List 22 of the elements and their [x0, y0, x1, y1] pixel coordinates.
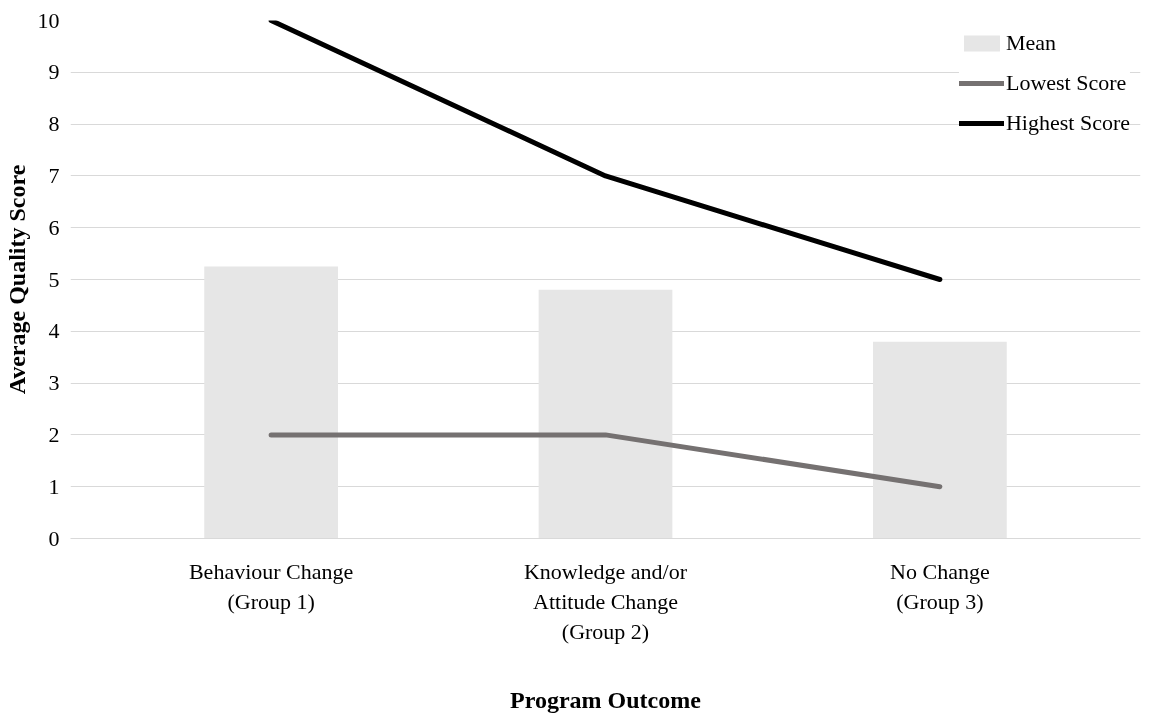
- x-axis-title: Program Outcome: [510, 686, 702, 713]
- y-tick-label: 10: [37, 7, 60, 33]
- y-tick-label: 7: [48, 162, 60, 188]
- bar: [204, 266, 338, 539]
- y-tick-label: 1: [48, 473, 60, 499]
- y-tick-label: 2: [48, 421, 60, 447]
- y-tick-label: 3: [48, 370, 60, 396]
- y-tick-label: 9: [48, 59, 60, 85]
- y-axis-title: Average Quality Score: [3, 164, 30, 395]
- y-tick-label: 0: [48, 525, 60, 551]
- y-tick-label: 6: [48, 214, 60, 240]
- x-tick-label: No Change (Group 3): [890, 558, 990, 614]
- bar: [873, 341, 1007, 539]
- legend-label: Highest Score: [1005, 110, 1130, 136]
- x-tick-label: Knowledge and/or Attitude Change (Group 2): [523, 558, 688, 644]
- legend-label: Mean: [1005, 30, 1057, 56]
- y-tick-label: 4: [48, 318, 60, 344]
- legend-label: Lowest Score: [1005, 70, 1127, 96]
- y-tick-label: 5: [48, 266, 60, 292]
- y-tick-label: 8: [48, 111, 60, 137]
- x-tick-label: Behaviour Change (Group 1): [188, 558, 354, 614]
- bar: [538, 289, 673, 539]
